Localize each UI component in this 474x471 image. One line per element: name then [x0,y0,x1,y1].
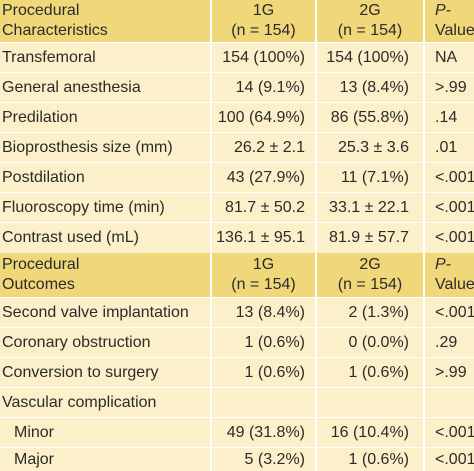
header-p-line1: P- [435,256,451,273]
header-2g-title: 2G [359,256,381,273]
row-2g-value: 11 (7.1%) [315,163,423,192]
row-1g-value: 100 (64.9%) [210,103,315,132]
header-p-line2: Values [435,22,474,39]
row-1g-value: 14 (9.1%) [210,73,315,102]
row-2g-value: 25.3 ± 3.6 [315,133,423,162]
characteristics-header-row: Procedural Characteristics 1G (n = 154) … [0,0,474,42]
header-p-line2: Values [435,276,474,293]
row-label: Predilation [2,108,78,126]
row-1g-value: 43 (27.9%) [210,163,315,192]
header-2g-cell: 2G (n = 154) [315,253,423,297]
row-2g-value: 1 (0.6%) [315,448,423,471]
row-2g-value: 154 (100%) [315,43,423,72]
header-1g-title: 1G [252,256,275,273]
row-1g-value [210,388,315,417]
row-1g-value: 5 (3.2%) [210,448,315,471]
header-1g-title: 1G [252,2,275,19]
row-2g-value: 81.9 ± 57.7 [315,223,423,252]
table-row: Coronary obstruction 1 (0.6%) 0 (0.0%) .… [0,327,474,357]
row-label: Coronary obstruction [2,333,151,351]
row-label: Vascular complication [2,393,157,411]
row-2g-value [315,388,423,417]
row-p-value: NA [423,43,474,72]
row-2g-value: 1 (0.6%) [315,358,423,387]
row-p-value: .14 [423,103,474,132]
row-2g-value: 16 (10.4%) [315,418,423,447]
table-row: Conversion to surgery 1 (0.6%) 1 (0.6%) … [0,357,474,387]
row-p-value: >.99 [423,73,474,102]
header-1g-cell: 1G (n = 154) [210,0,315,42]
row-1g-value: 49 (31.8%) [210,418,315,447]
row-1g-value: 26.2 ± 2.1 [210,133,315,162]
row-2g-value: 86 (55.8%) [315,103,423,132]
header-p-cell: P- Values [423,253,474,297]
row-1g-value: 1 (0.6%) [210,328,315,357]
header-label-line2: Outcomes [2,276,75,293]
row-p-value: <.001 [423,193,474,222]
row-label: General anesthesia [2,78,141,96]
row-1g-value: 13 (8.4%) [210,298,315,327]
row-2g-value: 0 (0.0%) [315,328,423,357]
row-label: Fluoroscopy time (min) [2,198,165,216]
row-label: Postdilation [2,168,85,186]
row-p-value: .01 [423,133,474,162]
row-p-value: <.001 [423,163,474,192]
row-label: Second valve implantation [2,303,189,321]
row-1g-value: 136.1 ± 95.1 [210,223,315,252]
row-1g-value: 1 (0.6%) [210,358,315,387]
header-label-line1: Procedural [2,2,80,19]
row-p-value: <.001 [423,223,474,252]
table-row: General anesthesia 14 (9.1%) 13 (8.4%) >… [0,72,474,102]
header-label-cell: Procedural Outcomes [0,253,210,297]
header-1g-count: (n = 154) [231,22,296,39]
row-label: Bioprosthesis size (mm) [2,138,173,156]
header-p-line1: P- [435,2,451,19]
row-p-value: <.001 [423,418,474,447]
header-1g-count: (n = 154) [231,276,296,293]
row-p-value: >.99 [423,358,474,387]
header-label-line1: Procedural [2,256,80,273]
table-row: Postdilation 43 (27.9%) 11 (7.1%) <.001 [0,162,474,192]
table-row: Predilation 100 (64.9%) 86 (55.8%) .14 [0,102,474,132]
header-2g-count: (n = 154) [337,276,403,293]
row-2g-value: 13 (8.4%) [315,73,423,102]
table-row: Contrast used (mL) 136.1 ± 95.1 81.9 ± 5… [0,222,474,252]
row-p-value: <.001 [423,298,474,327]
table-row: Second valve implantation 13 (8.4%) 2 (1… [0,297,474,327]
header-p-cell: P- Values [423,0,474,42]
row-2g-value: 2 (1.3%) [315,298,423,327]
table-row: Major 5 (3.2%) 1 (0.6%) <.001 [0,447,474,471]
table-row: Vascular complication [0,387,474,417]
row-label: Minor [14,423,55,441]
table-row: Minor 49 (31.8%) 16 (10.4%) <.001 [0,417,474,447]
row-1g-value: 154 (100%) [210,43,315,72]
table-row: Fluoroscopy time (min) 81.7 ± 50.2 33.1 … [0,192,474,222]
table-row: Bioprosthesis size (mm) 26.2 ± 2.1 25.3 … [0,132,474,162]
row-p-value: <.001 [423,448,474,471]
table-row: Transfemoral 154 (100%) 154 (100%) NA [0,42,474,72]
row-p-value: .29 [423,328,474,357]
row-label: Conversion to surgery [2,363,159,381]
row-p-value [423,388,474,417]
row-2g-value: 33.1 ± 22.1 [315,193,423,222]
header-1g-cell: 1G (n = 154) [210,253,315,297]
row-label: Contrast used (mL) [2,228,139,246]
header-label-line2: Characteristics [2,22,108,39]
row-label: Major [14,450,55,468]
row-1g-value: 81.7 ± 50.2 [210,193,315,222]
outcomes-header-row: Procedural Outcomes 1G (n = 154) 2G (n =… [0,253,474,297]
header-label-cell: Procedural Characteristics [0,0,210,42]
header-2g-count: (n = 154) [337,22,403,39]
header-2g-cell: 2G (n = 154) [315,0,423,42]
header-2g-title: 2G [359,2,381,19]
row-label: Transfemoral [2,48,96,66]
